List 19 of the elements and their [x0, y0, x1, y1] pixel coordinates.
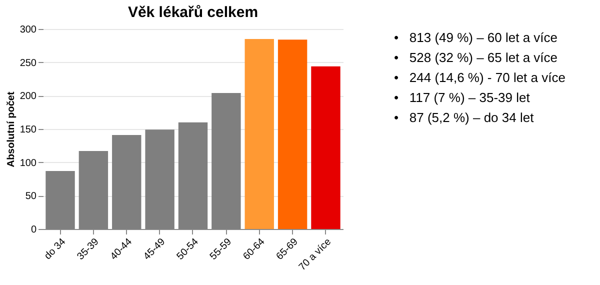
y-tick-label: 50 [25, 191, 37, 202]
y-tick-label: 250 [20, 58, 37, 69]
text: • 813 (49 %) – 60 let a více [394, 29, 559, 47]
bar [278, 40, 308, 229]
y-tick-label: 200 [20, 91, 37, 102]
y-tick-label: 300 [20, 24, 37, 36]
y-tick-label: 0 [30, 224, 37, 236]
text: • 528 (32 %) – 65 let a více [394, 49, 559, 67]
chart-title: Věk lékařů celkem [128, 4, 258, 21]
y-axis-title: Absolutní počet [6, 91, 17, 168]
x-tick-label: do 34 [42, 236, 68, 262]
text: • 87 (5,2 %) – do 34 let [394, 109, 535, 127]
y-tick-label: 100 [20, 158, 37, 169]
text: • 117 (7 %) – 35-39 let [394, 89, 531, 107]
x-tick-label: 70 a více [297, 236, 334, 273]
y-tick-label: 150 [20, 124, 37, 136]
text: • 244 (14,6 %) - 70 let a více [394, 69, 566, 87]
bar [244, 39, 274, 229]
bar [311, 66, 340, 229]
